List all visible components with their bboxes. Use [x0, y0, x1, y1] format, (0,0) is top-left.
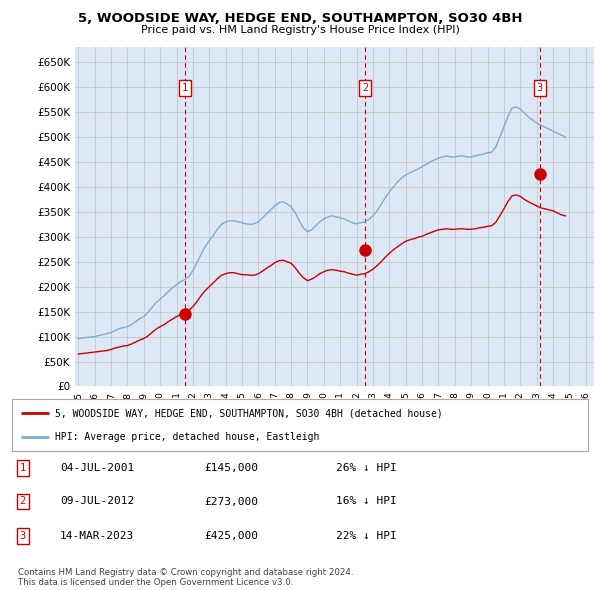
Text: 5, WOODSIDE WAY, HEDGE END, SOUTHAMPTON, SO30 4BH: 5, WOODSIDE WAY, HEDGE END, SOUTHAMPTON,…	[78, 12, 522, 25]
Text: 5, WOODSIDE WAY, HEDGE END, SOUTHAMPTON, SO30 4BH (detached house): 5, WOODSIDE WAY, HEDGE END, SOUTHAMPTON,…	[55, 408, 443, 418]
Text: 1: 1	[182, 83, 188, 93]
Text: £273,000: £273,000	[204, 497, 258, 506]
Text: 2: 2	[362, 83, 368, 93]
Text: 14-MAR-2023: 14-MAR-2023	[60, 531, 134, 540]
Text: Price paid vs. HM Land Registry's House Price Index (HPI): Price paid vs. HM Land Registry's House …	[140, 25, 460, 35]
Text: £145,000: £145,000	[204, 463, 258, 473]
Text: 2: 2	[20, 497, 26, 506]
Text: 16% ↓ HPI: 16% ↓ HPI	[336, 497, 397, 506]
Text: 1: 1	[20, 463, 26, 473]
Text: 3: 3	[20, 531, 26, 540]
Text: 26% ↓ HPI: 26% ↓ HPI	[336, 463, 397, 473]
Text: £425,000: £425,000	[204, 531, 258, 540]
Text: Contains HM Land Registry data © Crown copyright and database right 2024.
This d: Contains HM Land Registry data © Crown c…	[18, 568, 353, 587]
Text: 04-JUL-2001: 04-JUL-2001	[60, 463, 134, 473]
Text: HPI: Average price, detached house, Eastleigh: HPI: Average price, detached house, East…	[55, 432, 320, 442]
Text: 09-JUL-2012: 09-JUL-2012	[60, 497, 134, 506]
Text: 3: 3	[536, 83, 543, 93]
Text: 22% ↓ HPI: 22% ↓ HPI	[336, 531, 397, 540]
